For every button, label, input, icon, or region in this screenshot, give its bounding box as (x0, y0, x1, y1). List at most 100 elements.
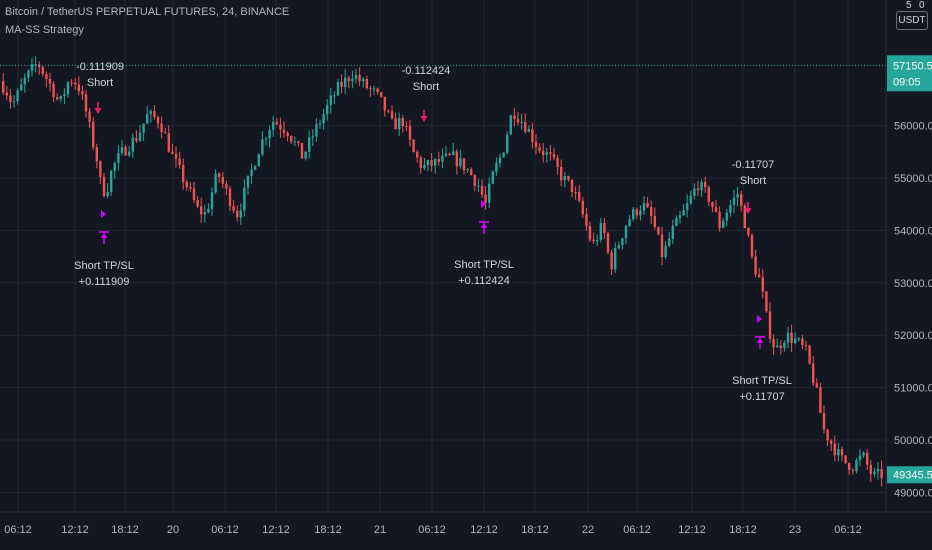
candle-body (542, 150, 545, 155)
candle-body (286, 133, 289, 136)
candle-body (63, 94, 66, 96)
candle-body (646, 202, 649, 208)
candle-body (686, 203, 689, 211)
candle-body (653, 216, 656, 227)
candle-body (632, 209, 635, 220)
candle-body (398, 117, 401, 130)
candle-body (56, 97, 59, 100)
candle-body (426, 160, 430, 166)
trade-exit-value: +0.11707 (739, 391, 784, 403)
candle-body (160, 123, 163, 133)
time-tick-label: 12:12 (262, 524, 290, 536)
candle-body (596, 239, 599, 242)
time-axis[interactable]: 06:12 12:12 18:12 20 06:12 12:12 18:12 21 06:12 1… (4, 524, 862, 536)
candle-body (808, 345, 811, 364)
symbol-title[interactable]: Bitcoin / TetherUS PERPETUAL FUTURES, 24… (5, 6, 290, 18)
candle-body (228, 188, 232, 207)
scale-zero-label: 0 (919, 0, 925, 11)
trade-exit-label: Short TP/SL (74, 260, 134, 272)
candle-body (102, 176, 106, 197)
candle-body (92, 121, 95, 148)
candle-body (678, 215, 682, 219)
candle-body (156, 117, 160, 124)
short-entry-arrowhead (94, 108, 102, 114)
candle-body (495, 163, 498, 172)
candle-body (578, 192, 581, 201)
candle-body (59, 95, 62, 100)
candle-body (120, 147, 124, 154)
exit-price-marker (101, 210, 106, 218)
candle-body (822, 413, 826, 430)
candle-body (552, 153, 556, 158)
grid (0, 0, 886, 512)
candle-body (315, 124, 318, 137)
candle-body (365, 79, 368, 88)
candle-body (801, 338, 804, 345)
candle-body (243, 187, 246, 211)
candle-body (858, 455, 862, 461)
exit-price-marker (757, 315, 762, 323)
short-entry-arrowhead (744, 208, 752, 214)
candle-body (477, 185, 480, 187)
candle-body (722, 220, 725, 228)
candle-body (840, 449, 844, 456)
candle-body (826, 429, 829, 441)
candle-body (660, 234, 664, 258)
time-tick-label: 06:12 (418, 524, 446, 536)
candle-body (74, 82, 77, 85)
candle-body (394, 118, 397, 130)
short-entry-arrowhead (420, 116, 428, 122)
candle-body (16, 90, 19, 102)
trade-exit-label: Short TP/SL (454, 259, 514, 271)
candle-body (833, 443, 836, 456)
candle-body (236, 210, 239, 218)
candle-body (682, 210, 685, 216)
trade-entry-label: Short (87, 77, 113, 89)
candle-body (549, 152, 552, 154)
candle-body (290, 135, 293, 142)
candle-body (466, 169, 469, 171)
candle-body (524, 122, 527, 132)
candle-body (657, 226, 660, 235)
candle-body (372, 88, 376, 90)
candle-body (110, 170, 113, 192)
candle-body (459, 158, 462, 167)
candle-body (282, 129, 286, 134)
current-price-badge (887, 466, 932, 484)
candle-body (48, 79, 52, 84)
candle-body (23, 77, 26, 85)
price-axis[interactable]: 56000.00 55000.00 54000.00 53000.00 52000.00… (894, 121, 932, 500)
candle-body (268, 129, 271, 139)
candle-body (689, 195, 692, 204)
time-tick-label: 18:12 (521, 524, 549, 536)
candle-body (408, 126, 412, 140)
strategy-name[interactable]: MA-SS Strategy (5, 24, 84, 36)
candle-body (326, 104, 329, 114)
candle-body (837, 449, 840, 456)
candle-body (639, 210, 642, 216)
candle-body (189, 187, 192, 189)
currency-button[interactable]: USDT (896, 11, 928, 30)
candle-body (412, 139, 415, 153)
candle-body (732, 197, 736, 205)
candle-body (513, 115, 516, 119)
candle-body (203, 212, 206, 215)
candle-body (563, 176, 566, 181)
candle-body (20, 84, 23, 91)
candle-body (387, 110, 390, 112)
candle-body (509, 115, 512, 135)
candle-body (671, 225, 674, 239)
candle-body (311, 136, 314, 138)
trade-entry-label: Short (740, 175, 766, 187)
candle-body (531, 129, 534, 142)
candle-body (725, 212, 728, 221)
candle-body (146, 114, 149, 124)
exit-arrowhead (100, 233, 108, 238)
candle-body (498, 157, 502, 164)
candle-body (873, 471, 876, 475)
candle-body (300, 142, 304, 159)
candle-body (182, 164, 185, 182)
candle-body (581, 200, 584, 215)
